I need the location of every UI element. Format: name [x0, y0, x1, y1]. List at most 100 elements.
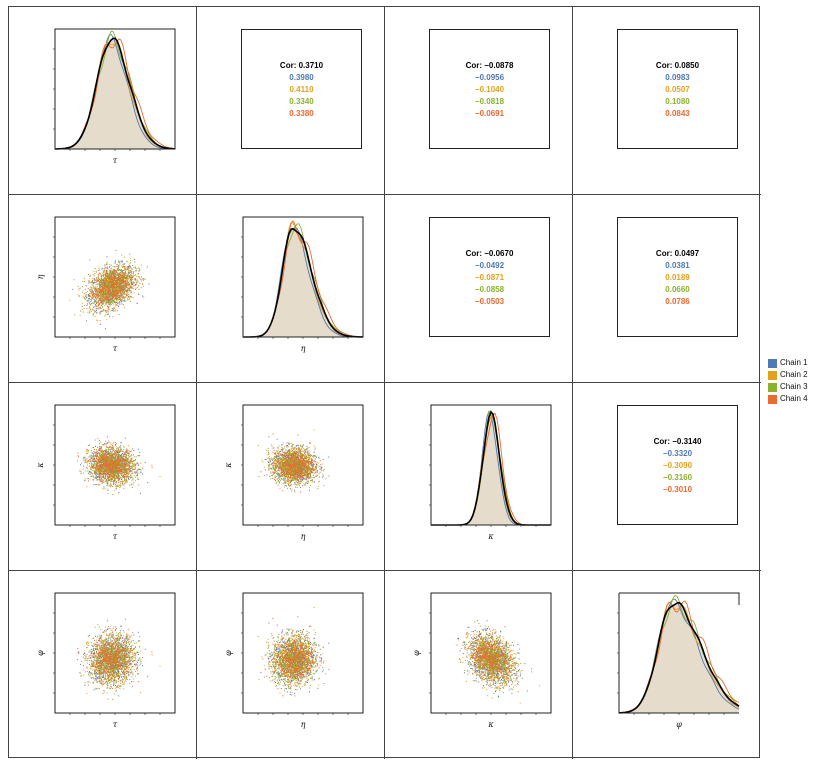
scatter-point-chain-2 [110, 283, 112, 285]
scatter-point-chain-1 [122, 272, 123, 274]
scatter-point-chain-3 [101, 288, 103, 290]
scatter-point-chain-3 [135, 280, 137, 282]
scatter-point-chain-2 [105, 448, 107, 450]
scatter-point-chain-2 [95, 464, 97, 466]
scatter-point-chain-2 [113, 269, 115, 271]
scatter-point-chain-4 [99, 272, 101, 274]
scatter-point-chain-3 [123, 487, 125, 489]
scatter-point-chain-1 [107, 450, 109, 452]
scatter-point-chain-2 [110, 452, 112, 454]
scatter-point-chain-4 [115, 296, 117, 298]
scatter-point-chain-3 [105, 463, 107, 465]
scatter-point-chain-1 [124, 470, 126, 472]
scatter-point-chain-4 [138, 276, 140, 278]
scatter-point-chain-2 [130, 471, 132, 473]
scatter-point-chain-2 [103, 267, 105, 269]
scatter-point-chain-2 [137, 280, 139, 282]
scatter-point-chain-4 [92, 295, 94, 297]
scatter-point-chain-2 [121, 273, 123, 275]
scatter-point-chain-2 [89, 290, 91, 292]
scatter-point-chain-4 [113, 292, 115, 294]
scatter-point-chain-4 [117, 277, 118, 279]
scatter-point-chain-4 [124, 474, 126, 475]
scatter-point-chain-1 [120, 441, 122, 443]
scatter-point-chain-3 [115, 283, 117, 285]
scatter-point-chain-4 [94, 297, 96, 298]
scatter-point-chain-2 [100, 469, 102, 471]
scatter-point-chain-3 [138, 455, 140, 457]
scatter-point-chain-4 [111, 478, 113, 480]
scatter-point-chain-3 [102, 295, 104, 297]
scatter-point-chain-1 [100, 463, 102, 465]
scatter-point-chain-3 [106, 262, 108, 264]
scatter-point-chain-4 [100, 470, 102, 472]
scatter-point-chain-3 [85, 291, 87, 293]
scatter-point-chain-2 [103, 461, 105, 463]
scatter-point-chain-4 [108, 463, 110, 465]
scatter-point-chain-3 [116, 293, 118, 295]
scatter-point-chain-2 [94, 478, 96, 480]
scatter-point-chain-3 [99, 464, 101, 466]
scatter-point-chain-3 [106, 281, 107, 283]
scatter-point-chain-2 [101, 482, 103, 484]
scatter-point-chain-3 [93, 454, 94, 456]
scatter-point-chain-4 [103, 276, 105, 278]
scatter-point-chain-4 [123, 472, 124, 473]
scatter-point-chain-3 [102, 274, 104, 276]
scatter-point-chain-2 [110, 474, 112, 476]
scatter-point-chain-1 [128, 272, 130, 274]
scatter-point-chain-3 [106, 302, 107, 304]
scatter-point-chain-4 [121, 456, 123, 457]
scatter-point-chain-2 [111, 448, 113, 450]
scatter-point-chain-4 [95, 452, 97, 453]
scatter-point-chain-4 [120, 275, 122, 276]
scatter-point-chain-1 [103, 286, 105, 288]
scatter-point-chain-4 [109, 442, 111, 444]
scatter-point-chain-3 [122, 468, 124, 470]
scatter-point-chain-3 [114, 477, 116, 479]
scatter-point-chain-4 [94, 470, 96, 472]
scatter-point-chain-4 [108, 440, 110, 442]
scatter-point-chain-4 [103, 287, 105, 289]
scatter-point-chain-1 [111, 481, 113, 482]
scatter-point-chain-4 [107, 307, 109, 309]
scatter-point-chain-2 [112, 287, 114, 289]
scatter-point-chain-2 [116, 474, 118, 476]
scatter-point-chain-1 [72, 288, 74, 290]
scatter-point-chain-1 [126, 449, 128, 451]
scatter-point-chain-2 [99, 453, 101, 455]
scatter-point-chain-2 [82, 286, 83, 288]
scatter-point-chain-3 [124, 471, 126, 473]
scatter-point-chain-4 [104, 284, 106, 285]
scatter-point-chain-1 [132, 282, 134, 284]
scatter-point-chain-2 [117, 310, 119, 312]
scatter-point-chain-1 [89, 298, 90, 300]
scatter-point-chain-2 [104, 277, 106, 279]
scatter-point-chain-3 [99, 469, 101, 471]
scatter-point-chain-2 [121, 450, 123, 452]
scatter-point-chain-3 [127, 276, 129, 278]
scatter-point-chain-2 [101, 280, 103, 281]
scatter-point-chain-3 [124, 273, 126, 275]
scatter-point-chain-3 [115, 277, 117, 279]
scatter-point-chain-4 [117, 459, 119, 461]
scatter-point-chain-3 [123, 479, 125, 481]
scatter-point-chain-1 [87, 295, 89, 297]
scatter-point-chain-4 [115, 298, 117, 300]
scatter-point-chain-2 [104, 290, 106, 292]
scatter-point-chain-3 [99, 457, 101, 459]
scatter-point-chain-4 [112, 445, 114, 447]
scatter-point-chain-4 [123, 284, 125, 286]
scatter-point-chain-3 [105, 469, 107, 471]
scatter-point-chain-1 [86, 320, 87, 322]
scatter-point-chain-3 [116, 461, 118, 463]
scatter-point-chain-2 [116, 287, 118, 289]
scatter-point-chain-2 [122, 469, 124, 471]
scatter-point-chain-1 [108, 299, 110, 301]
scatter-point-chain-1 [132, 288, 134, 290]
scatter-point-chain-4 [108, 286, 110, 288]
scatter-point-chain-2 [93, 287, 95, 289]
scatter-point-chain-1 [100, 282, 102, 284]
scatter-point-chain-3 [86, 297, 88, 299]
scatter-point-chain-4 [116, 278, 117, 280]
